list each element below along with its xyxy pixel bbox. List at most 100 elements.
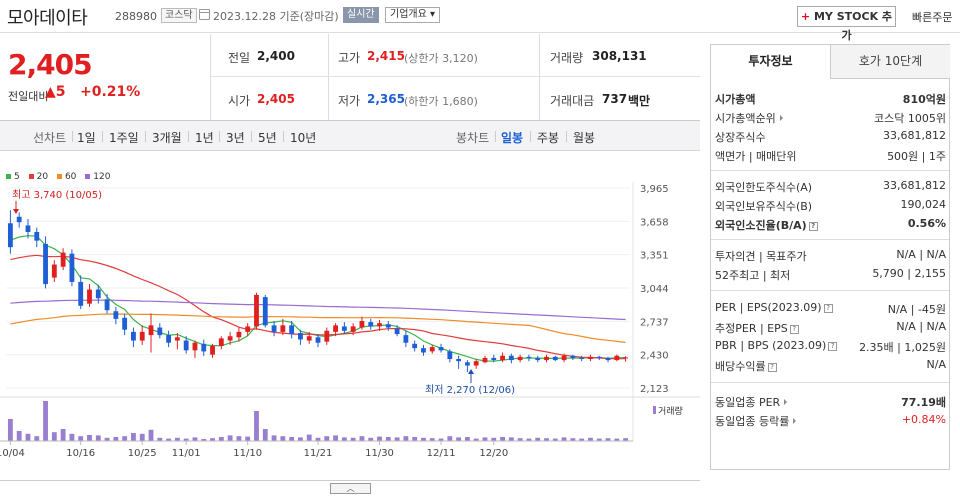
help-icon[interactable]: ? — [789, 325, 799, 334]
volume-bar — [271, 435, 277, 441]
x-tick-label: 11/10 — [233, 448, 262, 459]
volume-bar — [596, 438, 602, 441]
volume-bar — [157, 437, 163, 441]
candle-body — [183, 340, 189, 351]
candle-body — [306, 336, 312, 341]
candle-body — [403, 335, 409, 343]
quick-order-link[interactable]: 빠른주문 — [912, 11, 953, 24]
candle-body — [218, 338, 224, 346]
legend-label: 5 — [14, 172, 20, 182]
tab-5y[interactable]: 5년 — [258, 131, 277, 145]
tab-1d[interactable]: 1일 — [77, 131, 96, 145]
change-label: 전일대비 — [8, 90, 49, 103]
tab-3m[interactable]: 3개월 — [152, 131, 182, 145]
chart-period-tabs: 선차트 1일 1주일 3개월 1년 3년 5년 10년 봉차트 일봉 주봉 월봉 — [0, 121, 700, 151]
ma120-line — [10, 299, 626, 321]
legend-ma120: 120 — [85, 172, 110, 182]
opinion-label: 투자의견 | 목표주가 — [715, 250, 807, 263]
volume-bar — [131, 433, 136, 441]
help-icon[interactable]: ? — [828, 342, 838, 351]
current-price: 2,405 — [8, 48, 93, 81]
candlestick-chart[interactable]: 3,965 3,658 3,351 3,044 2,737 2,430 2,123 최고 3,… — [0, 151, 700, 481]
tab-daily[interactable]: 일봉 — [501, 131, 524, 145]
help-icon[interactable]: ? — [767, 363, 777, 372]
volume-bar — [87, 435, 92, 441]
volume-bar — [122, 436, 128, 441]
candle-body — [210, 345, 215, 355]
legend-swatch — [56, 174, 62, 179]
tab-3y[interactable]: 3년 — [226, 131, 245, 145]
candle-body — [298, 332, 303, 340]
candle-body — [588, 356, 593, 360]
help-icon[interactable]: ? — [823, 304, 833, 313]
candle-body — [482, 357, 488, 363]
volume-bar — [438, 438, 444, 441]
candle-body — [561, 355, 567, 361]
tab-1y[interactable]: 1년 — [195, 131, 214, 145]
expand-arrow-icon[interactable] — [793, 418, 797, 424]
high-annotation: 최고 3,740 (10/05) — [12, 189, 102, 201]
candle-body — [500, 355, 505, 361]
candle-body — [596, 356, 602, 358]
tab-monthly[interactable]: 월봉 — [573, 131, 596, 145]
industry-per-text: 동일업종 PER — [715, 396, 781, 409]
divider — [328, 34, 329, 120]
volume-bar — [7, 419, 13, 441]
rank-value: 코스닥 1005위 — [874, 112, 946, 125]
tab-orderbook-10[interactable]: 호가 10단계 — [830, 45, 950, 79]
realtime-button[interactable]: 실시간 — [343, 7, 379, 23]
x-tick-label: 10/04 — [0, 448, 25, 459]
rank-label-text: 시가총액순위 — [715, 112, 776, 125]
candle-body — [122, 317, 128, 330]
price-chart: 5 20 60 120 3,965 3,658 3,351 3,044 2,737 2,4… — [0, 151, 700, 481]
volume-bar — [192, 437, 198, 441]
tab-weekly[interactable]: 주봉 — [537, 131, 560, 145]
foreign-rate-label: 외국인소진율(B/A)? — [715, 217, 818, 233]
shares-value: 33,681,812 — [883, 129, 946, 142]
add-mystock-button[interactable]: + MY STOCK 추가 — [797, 6, 896, 42]
x-tick-label: 10/25 — [128, 448, 157, 459]
candle-body — [201, 343, 207, 352]
volume-bar — [544, 438, 549, 441]
industry-change-row: 동일업종 등락률 +0.84% — [715, 411, 946, 431]
candle-body — [394, 328, 400, 335]
divider — [283, 131, 284, 142]
chart-footer: ︿ — [0, 480, 700, 500]
volume-bar — [570, 438, 576, 441]
collapse-button[interactable]: ︿ — [330, 483, 371, 494]
market-cap-rank-row: 시가총액순위 코스닥 1005위 — [715, 108, 946, 128]
volume-bar — [447, 436, 453, 441]
divider — [711, 239, 949, 240]
help-icon[interactable]: ? — [808, 222, 818, 231]
calendar-icon — [199, 9, 210, 20]
expand-arrow-icon[interactable] — [784, 399, 788, 405]
pbr-label-text: PBR | BPS (2023.09) — [715, 339, 827, 352]
tab-10y[interactable]: 10년 — [290, 131, 317, 145]
volume-bar — [236, 436, 242, 441]
y-tick-label: 2,430 — [640, 351, 669, 362]
open-value: 2,405 — [257, 92, 295, 106]
tab-investment-info[interactable]: 투자정보 — [711, 45, 830, 79]
candle-body — [350, 326, 356, 332]
candle-body — [166, 335, 172, 343]
volume-bar — [174, 437, 180, 441]
divider — [102, 131, 103, 142]
volume-bar — [377, 436, 382, 441]
candle-body — [464, 362, 470, 366]
week52-row: 52주최고 | 최저 5,790 | 2,155 — [715, 265, 946, 285]
per-row: PER | EPS(2023.09)? N/A | -45원 — [715, 299, 946, 319]
expand-arrow-icon[interactable] — [779, 115, 783, 121]
volume-bar — [25, 433, 31, 441]
candle-body — [131, 331, 136, 341]
tab-1w[interactable]: 1주일 — [109, 131, 139, 145]
candle-body — [456, 359, 462, 362]
dividend-label-text: 배당수익률 — [715, 360, 766, 373]
line-chart-label: 선차트 — [33, 131, 67, 145]
volume-bar — [280, 436, 286, 441]
divider — [188, 131, 189, 142]
candle-body — [16, 216, 22, 223]
pbr-row: PBR | BPS (2023.09)? 2.35배 | 1,025원 — [715, 337, 946, 357]
volume-bar — [306, 434, 312, 441]
legend-ma20: 20 — [28, 172, 48, 182]
company-overview-button[interactable]: 기업개요 ▾ — [385, 7, 440, 23]
